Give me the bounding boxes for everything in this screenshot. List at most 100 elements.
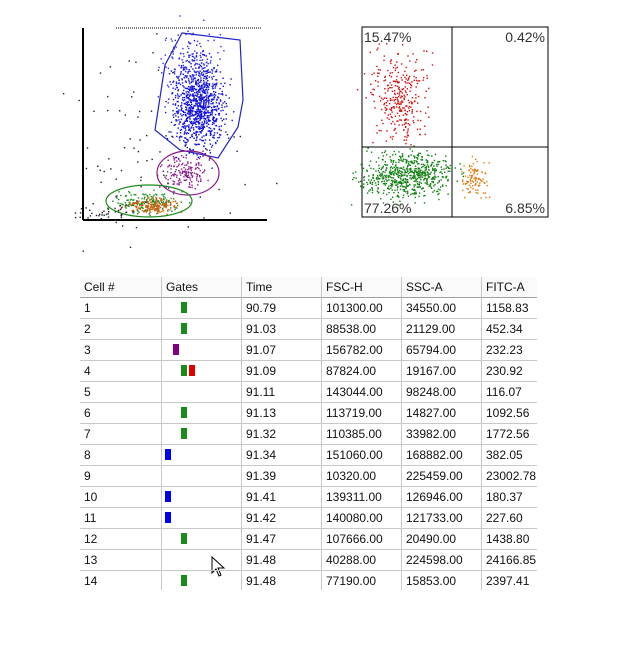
table-row[interactable]: 8 91.34 151060.00 168882.00 382.05 [80,445,537,466]
event-dot [182,171,184,173]
table-row[interactable]: 14 91.48 77190.00 15853.00 2397.41 [80,571,537,590]
table-cell: 65794.00 [402,340,482,361]
event-dot [209,71,211,73]
event-dot [388,175,391,177]
event-dot [98,213,101,216]
event-dot [185,154,188,156]
event-dot [137,150,140,153]
table-row[interactable]: 10 91.41 139311.00 126946.00 180.37 [80,487,537,508]
event-dot [371,183,373,185]
event-dot [394,102,396,104]
event-dot [401,185,403,187]
event-dot [384,150,387,152]
table-row[interactable]: 2 91.03 88538.00 21129.00 452.34 [80,319,537,340]
event-dot [193,137,195,139]
event-dot [189,107,192,109]
event-dot [411,97,414,99]
table-cell: 5 [80,382,162,403]
event-dot [221,93,223,95]
event-dot [156,203,159,205]
event-dot [203,171,205,173]
event-dot [197,93,199,96]
event-dot [478,184,481,186]
quadrant-frame [361,26,549,218]
event-dot [419,133,421,136]
table-row[interactable]: 11 91.42 140080.00 121733.00 227.60 [80,508,537,529]
event-dot [410,169,412,171]
event-dot [414,175,416,177]
event-dot [190,63,192,65]
event-dot [474,176,477,179]
event-dot [428,185,430,188]
event-dot [372,174,374,176]
event-dot [205,55,207,57]
event-dot [397,181,399,184]
blue-gate[interactable] [154,32,244,159]
event-dot [215,119,217,121]
event-dot [415,170,417,172]
event-dot [209,112,211,114]
table-cell: 77190.00 [322,571,402,590]
table-cell: 1158.83 [482,298,537,319]
table-row[interactable]: 13 91.48 40288.00 224598.00 24166.85 [80,550,537,571]
event-dot [395,67,397,69]
event-dot [187,226,189,228]
event-dot [198,81,200,83]
event-dot [183,68,185,70]
event-dot [377,183,379,185]
table-row[interactable]: 6 91.13 113719.00 14827.00 1092.56 [80,403,537,424]
table-row[interactable]: 1 90.79 101300.00 34550.00 1158.83 [80,298,537,319]
event-dot [146,208,149,211]
event-dot [417,168,419,170]
event-dot [210,94,212,97]
event-dot [411,109,414,111]
table-row[interactable]: 4 91.09 87824.00 19167.00 230.92 [80,361,537,382]
event-dot [149,200,151,202]
event-dot [146,200,148,202]
event-dot [160,198,162,200]
table-row[interactable]: 7 91.32 110385.00 33982.00 1772.56 [80,424,537,445]
event-dot [438,180,440,182]
table-row[interactable]: 5 91.11 143044.00 98248.00 116.07 [80,382,537,403]
event-dot [165,206,167,209]
event-dot [175,115,177,117]
event-dot [204,169,206,171]
event-dot [437,175,439,178]
event-dot [413,101,416,103]
event-dot [196,126,198,128]
event-dot [470,171,472,174]
event-dot [214,106,216,108]
event-dot [196,143,198,146]
green-gate[interactable] [105,184,193,218]
event-dot [185,101,187,103]
event-dot [191,86,193,88]
table-row[interactable]: 3 91.07 156782.00 65794.00 232.23 [80,340,537,361]
event-dot [208,120,210,122]
event-dot [155,208,157,210]
table-row[interactable]: 12 91.47 107666.00 20490.00 1438.80 [80,529,537,550]
event-dot [204,105,207,107]
event-dot [207,79,209,82]
event-dot [382,122,384,125]
event-dot [427,166,430,169]
event-dot [187,45,189,48]
event-dot [202,53,204,56]
event-dot [137,202,139,204]
event-dot [194,114,196,116]
table-row[interactable]: 9 91.39 10320.00 225459.00 23002.78 [80,466,537,487]
event-dot [125,204,127,206]
event-dot [428,169,430,171]
event-dot [434,178,436,180]
event-dot [411,192,414,195]
table-cell: 126946.00 [402,487,482,508]
event-dot [407,165,409,168]
event-dot [431,187,433,189]
table-cell: 91.09 [242,361,322,382]
event-dot [405,82,407,84]
event-dot [186,138,188,141]
event-dot [185,176,187,178]
event-dot [437,182,439,184]
event-dot [394,178,396,181]
event-dot [186,96,189,99]
purple-gate[interactable] [156,150,220,196]
